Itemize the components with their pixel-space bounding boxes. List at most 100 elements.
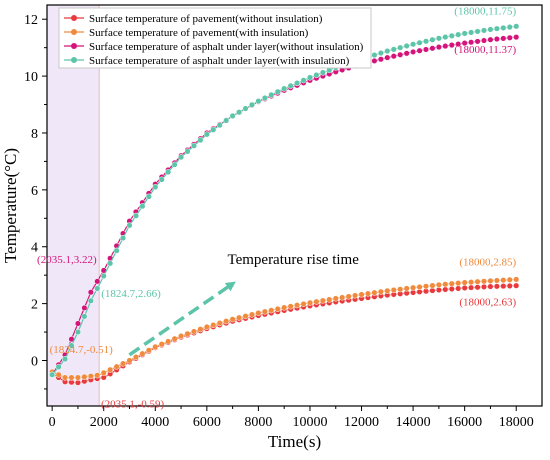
series-2-point: [81, 373, 88, 380]
series-4-point: [480, 27, 488, 34]
series-3-point: [422, 46, 430, 53]
series-2-point: [184, 330, 191, 337]
series-3-point: [480, 37, 488, 44]
series-4-point: [416, 39, 423, 46]
series-2-point: [371, 289, 378, 296]
series-4-point: [397, 44, 404, 51]
series-4-point: [500, 24, 507, 31]
series-4-point: [455, 31, 462, 38]
series-4-point: [171, 161, 178, 168]
series-3-point: [442, 43, 449, 50]
series-4-point: [223, 117, 230, 124]
series-3-point: [384, 54, 391, 61]
series-4-point: [236, 109, 243, 116]
series-1-point: [513, 282, 520, 289]
series-4-point: [216, 122, 223, 129]
series-4-point: [203, 131, 210, 138]
x-tick-label: 6000: [193, 415, 221, 430]
legend-swatch-marker: [71, 43, 77, 49]
series-3-point: [397, 51, 404, 58]
series-3-point: [403, 50, 410, 57]
series-2-point: [74, 374, 81, 381]
series-2-point: [306, 299, 314, 306]
series-2-point: [493, 277, 500, 284]
series-4-point: [81, 313, 88, 320]
series-2-point: [61, 374, 69, 381]
series-4-point: [87, 297, 94, 304]
series-4-point: [442, 34, 449, 41]
series-4-point: [107, 260, 114, 267]
y-tick-label: 12: [24, 13, 38, 28]
series-3-point: [371, 57, 378, 64]
series-3-point: [429, 45, 436, 52]
series-1-point: [448, 285, 455, 293]
series-4-point: [178, 154, 185, 161]
series-2-point: [268, 307, 275, 314]
x-tick-label: 12000: [344, 415, 379, 430]
point-label: (18000,2.63): [459, 297, 516, 309]
series-1-point: [429, 287, 436, 294]
series-2-point: [416, 283, 423, 291]
legend-entry-label: Surface temperature of pavement(with ins…: [89, 27, 309, 39]
series-4-point: [55, 363, 62, 370]
x-tick-label: 4000: [141, 415, 169, 430]
series-2-point: [500, 277, 507, 284]
series-1-point: [487, 283, 494, 290]
series-2-point: [435, 281, 442, 288]
series-3-point: [448, 42, 455, 49]
series-4-point: [255, 98, 262, 105]
series-2-point: [513, 276, 520, 283]
series-2-point: [429, 282, 436, 289]
x-tick-label: 2000: [90, 415, 118, 430]
point-label: (1824.7,-0.51): [50, 344, 114, 356]
series-4-point: [94, 285, 101, 292]
series-3-point: [435, 44, 442, 51]
series-4-point: [158, 176, 165, 183]
series-4-point: [190, 142, 198, 149]
rise-time-arrow: [128, 281, 236, 357]
series-4-point: [513, 23, 520, 30]
series-1-point: [468, 284, 475, 291]
series-1-point: [74, 379, 81, 386]
series-2-point: [203, 323, 210, 330]
series-4-point: [506, 24, 513, 31]
x-axis-label: Time(s): [268, 432, 321, 451]
series-4-point: [49, 371, 56, 378]
series-2-point: [242, 313, 249, 320]
series-4-point: [261, 94, 268, 102]
series-2-point: [384, 287, 391, 294]
series-4-point: [306, 74, 314, 81]
series-2-point: [474, 278, 481, 285]
series-3-point: [513, 34, 520, 41]
series-4-point: [474, 28, 481, 35]
legend: Surface temperature of pavement(without …: [58, 7, 372, 69]
series-1-point: [493, 283, 500, 290]
series-2-point: [126, 357, 133, 364]
legend-entry-label: Surface temperature of asphalt under lay…: [89, 41, 364, 53]
y-axis-label: Temperature(°C): [1, 148, 20, 263]
series-4-point: [126, 222, 133, 229]
y-tick-label: 0: [31, 354, 38, 369]
y-tick-label: 8: [31, 127, 38, 142]
axes-layer: 0 2000 4000 6000 8000 10000 12000 14000 16000 180…: [24, 13, 534, 430]
series-2-point: [171, 335, 178, 342]
series-2-point: [165, 338, 172, 345]
series-2-point: [261, 308, 268, 315]
series-4-point: [229, 112, 236, 119]
series-4-point: [242, 105, 249, 112]
series-2-point: [158, 341, 165, 348]
series-4-point: [461, 30, 468, 37]
series-2-point: [178, 332, 185, 340]
y-tick-label: 10: [24, 70, 38, 85]
series-2-point: [397, 286, 404, 293]
series-2-point: [100, 369, 107, 376]
series-2-point: [87, 373, 94, 380]
series-3-point: [474, 38, 481, 45]
series-2-point: [410, 284, 417, 291]
series-2-point: [319, 297, 326, 304]
series-2-point: [274, 305, 281, 312]
series-2-point: [145, 347, 152, 354]
point-label: (2035.1,3.22): [37, 254, 97, 266]
series-4-point: [139, 203, 146, 210]
